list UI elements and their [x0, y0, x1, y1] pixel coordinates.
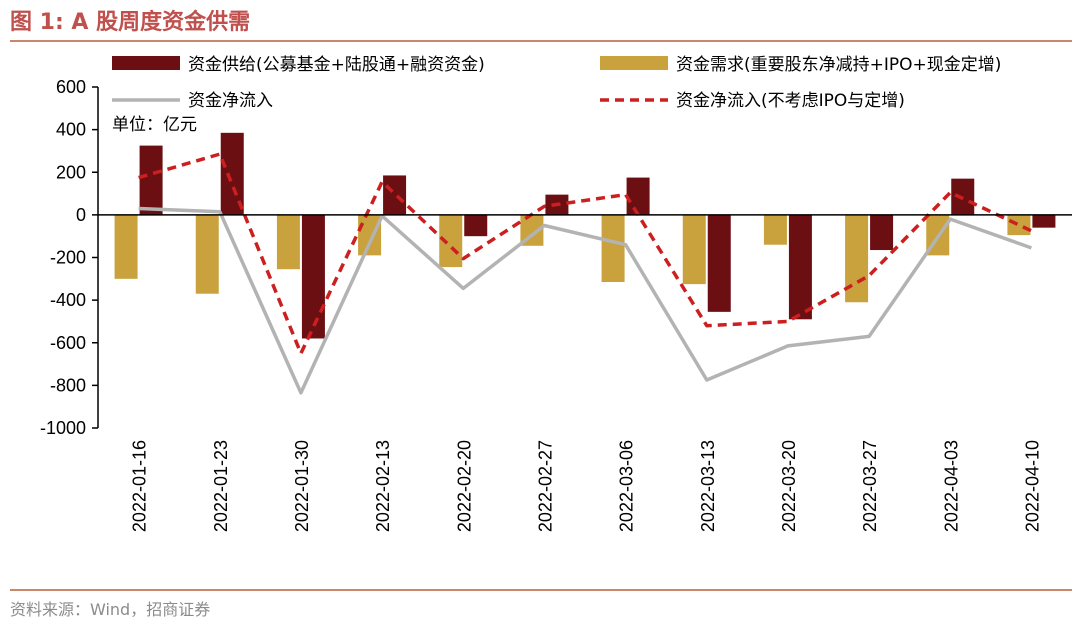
y-tick-label: 200 [56, 162, 86, 182]
bar-demand [114, 214, 138, 279]
x-tick-label: 2022-03-13 [698, 440, 718, 532]
x-tick-label: 2022-01-16 [130, 440, 150, 532]
title-divider [10, 40, 1072, 42]
bar-demand [358, 214, 382, 256]
bar-demand [1007, 214, 1031, 236]
y-tick-label: 400 [56, 120, 86, 140]
bar-demand [601, 214, 625, 283]
y-tick-label: -400 [50, 290, 86, 310]
footer-divider [10, 589, 1072, 591]
x-tick-label: 2022-01-30 [292, 440, 312, 532]
bar-demand [682, 214, 706, 285]
bar-supply [870, 214, 894, 251]
bar-demand [195, 214, 219, 294]
x-tick-label: 2022-03-06 [617, 440, 637, 532]
y-tick-label: -1000 [40, 418, 86, 438]
x-tick-label: 2022-02-20 [454, 440, 474, 532]
x-tick-label: 2022-03-20 [779, 440, 799, 532]
chart-title: 图 1: A 股周度资金供需 [10, 10, 251, 35]
x-tick-label: 2022-02-27 [535, 440, 555, 532]
y-tick-label: -200 [50, 248, 86, 268]
bar-supply [464, 214, 488, 237]
bar-demand [763, 214, 787, 245]
x-tick-label: 2022-01-23 [211, 440, 231, 532]
bar-demand [276, 214, 300, 270]
line-net-flow [138, 206, 1032, 395]
legend-swatch-supply [112, 56, 180, 70]
source-note: 资料来源：Wind，招商证券 [10, 600, 211, 619]
bar-supply [788, 214, 812, 320]
bar-supply [301, 214, 325, 339]
x-tick-label: 2022-02-13 [373, 440, 393, 532]
y-tick-label: 0 [76, 205, 86, 225]
x-tick-label: 2022-04-10 [1022, 440, 1042, 532]
bar-supply [626, 177, 650, 215]
y-tick-label: -800 [50, 375, 86, 395]
x-tick-label: 2022-03-27 [860, 440, 880, 532]
line-net-flow-ex [138, 152, 1033, 356]
legend-label-net-flow-ex: 资金净流入(不考虑IPO与定增) [676, 91, 905, 111]
legend-label-net-flow: 资金净流入 [188, 91, 273, 111]
y-tick-label: -600 [50, 333, 86, 353]
legend-label-demand: 资金需求(重要股东净减持+IPO+现金定增) [676, 55, 1001, 75]
legend-label-supply: 资金供给(公募基金+陆股通+融资资金) [188, 55, 485, 75]
bar-supply [707, 214, 731, 312]
bar-supply [383, 175, 407, 215]
bar-supply [139, 145, 163, 215]
unit-label: 单位：亿元 [112, 115, 197, 135]
legend-swatch-demand [600, 56, 668, 70]
bar-supply [1032, 214, 1056, 228]
y-tick-label: 600 [56, 77, 86, 97]
x-tick-label: 2022-04-03 [941, 440, 961, 532]
chart-area: 600 400 200 0 -200 -400 -600 -800 -1000 2022-01-1… [40, 55, 1072, 532]
